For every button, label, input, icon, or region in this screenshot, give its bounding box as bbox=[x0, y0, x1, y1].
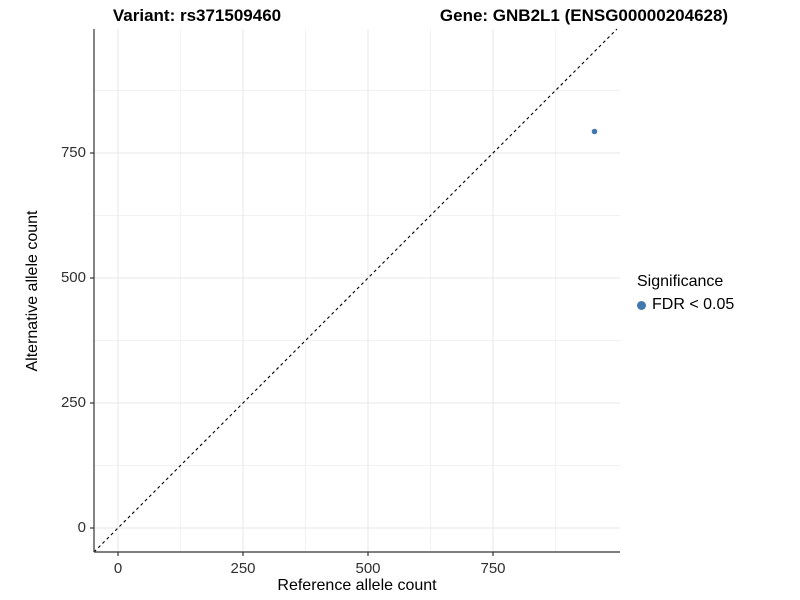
legend-point-icon bbox=[637, 300, 646, 310]
x-axis-title: Reference allele count bbox=[277, 577, 437, 594]
y-tick-label-0: 0 bbox=[77, 519, 86, 536]
x-tick-label-500: 500 bbox=[355, 560, 381, 577]
legend-title: Significance bbox=[637, 273, 724, 290]
legend: Significance FDR < 0.05 bbox=[637, 272, 734, 315]
x-tick-label-250: 250 bbox=[230, 560, 256, 577]
x-tick-label-0: 0 bbox=[113, 560, 123, 577]
legend-item-label: FDR < 0.05 bbox=[652, 296, 735, 313]
x-tick-label-750: 750 bbox=[480, 560, 506, 577]
legend-item-fdr: FDR < 0.05 bbox=[637, 295, 734, 315]
y-tick-label-500: 500 bbox=[60, 269, 86, 286]
y-tick-label-750: 750 bbox=[60, 144, 86, 161]
data-point bbox=[591, 128, 598, 135]
y-axis-title: Alternative allele count bbox=[24, 210, 41, 372]
y-tick-label-250: 250 bbox=[60, 394, 86, 411]
identity-dashed-line bbox=[93, 28, 618, 553]
plot-title-gene: Gene: GNB2L1 (ENSG00000204628) bbox=[439, 6, 729, 25]
plot-title-variant: Variant: rs371509460 bbox=[112, 6, 282, 25]
